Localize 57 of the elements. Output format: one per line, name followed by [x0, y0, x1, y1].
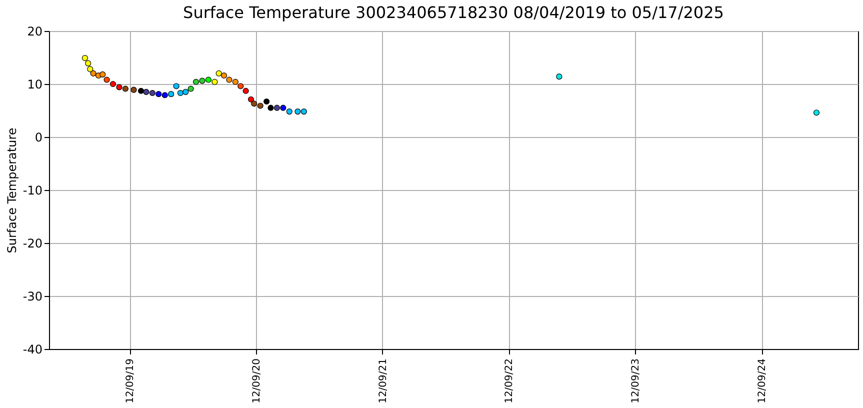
point	[104, 76, 110, 83]
point	[294, 108, 301, 115]
point	[257, 102, 264, 109]
point	[813, 110, 820, 116]
x-tick-label: 12/09/19	[125, 358, 136, 404]
point	[162, 92, 168, 98]
point	[143, 88, 150, 95]
point	[238, 83, 244, 90]
point	[192, 78, 200, 85]
point	[82, 54, 88, 62]
y-axis-title: Surface Temperature	[4, 128, 19, 254]
point	[177, 90, 184, 96]
point	[264, 98, 270, 105]
x-tick-label: 12/09/24	[757, 358, 768, 404]
x-tick-label: 12/09/21	[378, 358, 389, 404]
y-tick-label: -10	[22, 184, 42, 198]
point	[216, 70, 222, 76]
point	[100, 71, 106, 78]
x-tick-label: 12/09/20	[252, 358, 263, 404]
point	[556, 74, 562, 80]
y-tick-label: 10	[27, 78, 42, 92]
y-tick-label: 20	[27, 24, 42, 38]
point	[248, 96, 254, 102]
point	[149, 90, 156, 96]
point	[226, 76, 232, 83]
x-tick-label: 12/09/22	[504, 358, 516, 404]
point	[212, 78, 218, 85]
point	[274, 104, 280, 111]
point	[173, 83, 180, 90]
point	[90, 70, 96, 76]
point	[268, 104, 274, 111]
point	[251, 100, 258, 107]
y-tick-label: -20	[22, 236, 42, 250]
point	[286, 108, 292, 115]
y-tick-label: 0	[34, 130, 42, 144]
point	[242, 88, 249, 94]
point	[280, 104, 286, 111]
point	[156, 91, 162, 98]
point	[85, 60, 92, 66]
y-tick-label: -30	[22, 290, 42, 304]
point	[168, 91, 174, 98]
point	[182, 88, 189, 95]
point	[87, 66, 94, 72]
y-tick-label: -40	[22, 342, 42, 356]
point	[130, 86, 137, 93]
chart-title: Surface Temperature 300234065718230 08/04/2019 to 05/17/2025	[183, 3, 724, 22]
point	[220, 72, 228, 79]
point	[188, 86, 194, 92]
point	[199, 78, 206, 84]
point	[110, 80, 116, 88]
point	[116, 84, 122, 90]
point	[232, 78, 238, 85]
point	[205, 76, 212, 83]
point	[122, 86, 128, 92]
x-tick-label: 12/09/23	[630, 358, 642, 404]
point	[138, 88, 144, 94]
point	[300, 108, 307, 115]
